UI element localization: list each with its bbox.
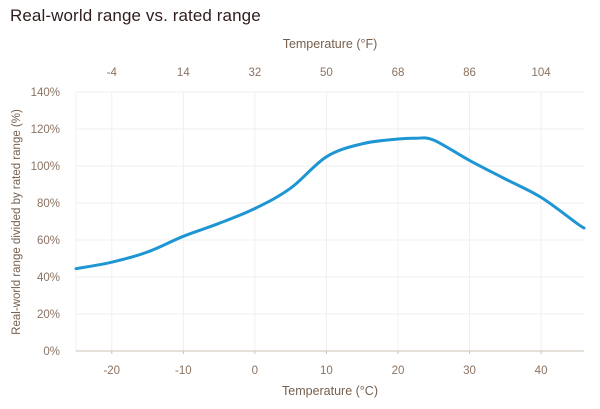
x-tick-label-top: 104 (531, 67, 551, 79)
y-tick-label: 20% (37, 309, 60, 321)
x-tick-label-top: -4 (107, 67, 118, 79)
y-axis-title: Real-world range divided by rated range … (11, 109, 23, 335)
x-tick-label-bottom: 10 (320, 365, 333, 377)
y-tick-label: 60% (37, 235, 60, 247)
x-tick-label-top: 50 (320, 67, 333, 79)
x-tick-label-top: 32 (248, 67, 261, 79)
y-tick-label: 120% (31, 124, 60, 136)
y-tick-label: 100% (31, 161, 60, 173)
x-tick-label-top: 14 (177, 67, 190, 79)
x-tick-label-bottom: -10 (175, 365, 192, 377)
y-tick-label: 140% (31, 87, 60, 99)
x-tick-label-bottom: 30 (463, 365, 476, 377)
y-tick-label: 40% (37, 272, 60, 284)
x-tick-label-bottom: 20 (392, 365, 405, 377)
range-curve (74, 136, 586, 271)
y-tick-label: 80% (37, 198, 60, 210)
x-tick-label-bottom: 40 (535, 365, 548, 377)
x-tick-label-top: 86 (463, 67, 476, 79)
x-tick-label-bottom: -20 (103, 365, 120, 377)
x-tick-label-top: 68 (392, 67, 405, 79)
x-tick-label-bottom: 0 (252, 365, 258, 377)
top-axis-title: Temperature (°F) (282, 37, 378, 51)
y-tick-label: 0% (43, 346, 60, 358)
bottom-axis-title: Temperature (°C) (282, 384, 378, 398)
chart-title: Real-world range vs. rated range (10, 6, 261, 25)
